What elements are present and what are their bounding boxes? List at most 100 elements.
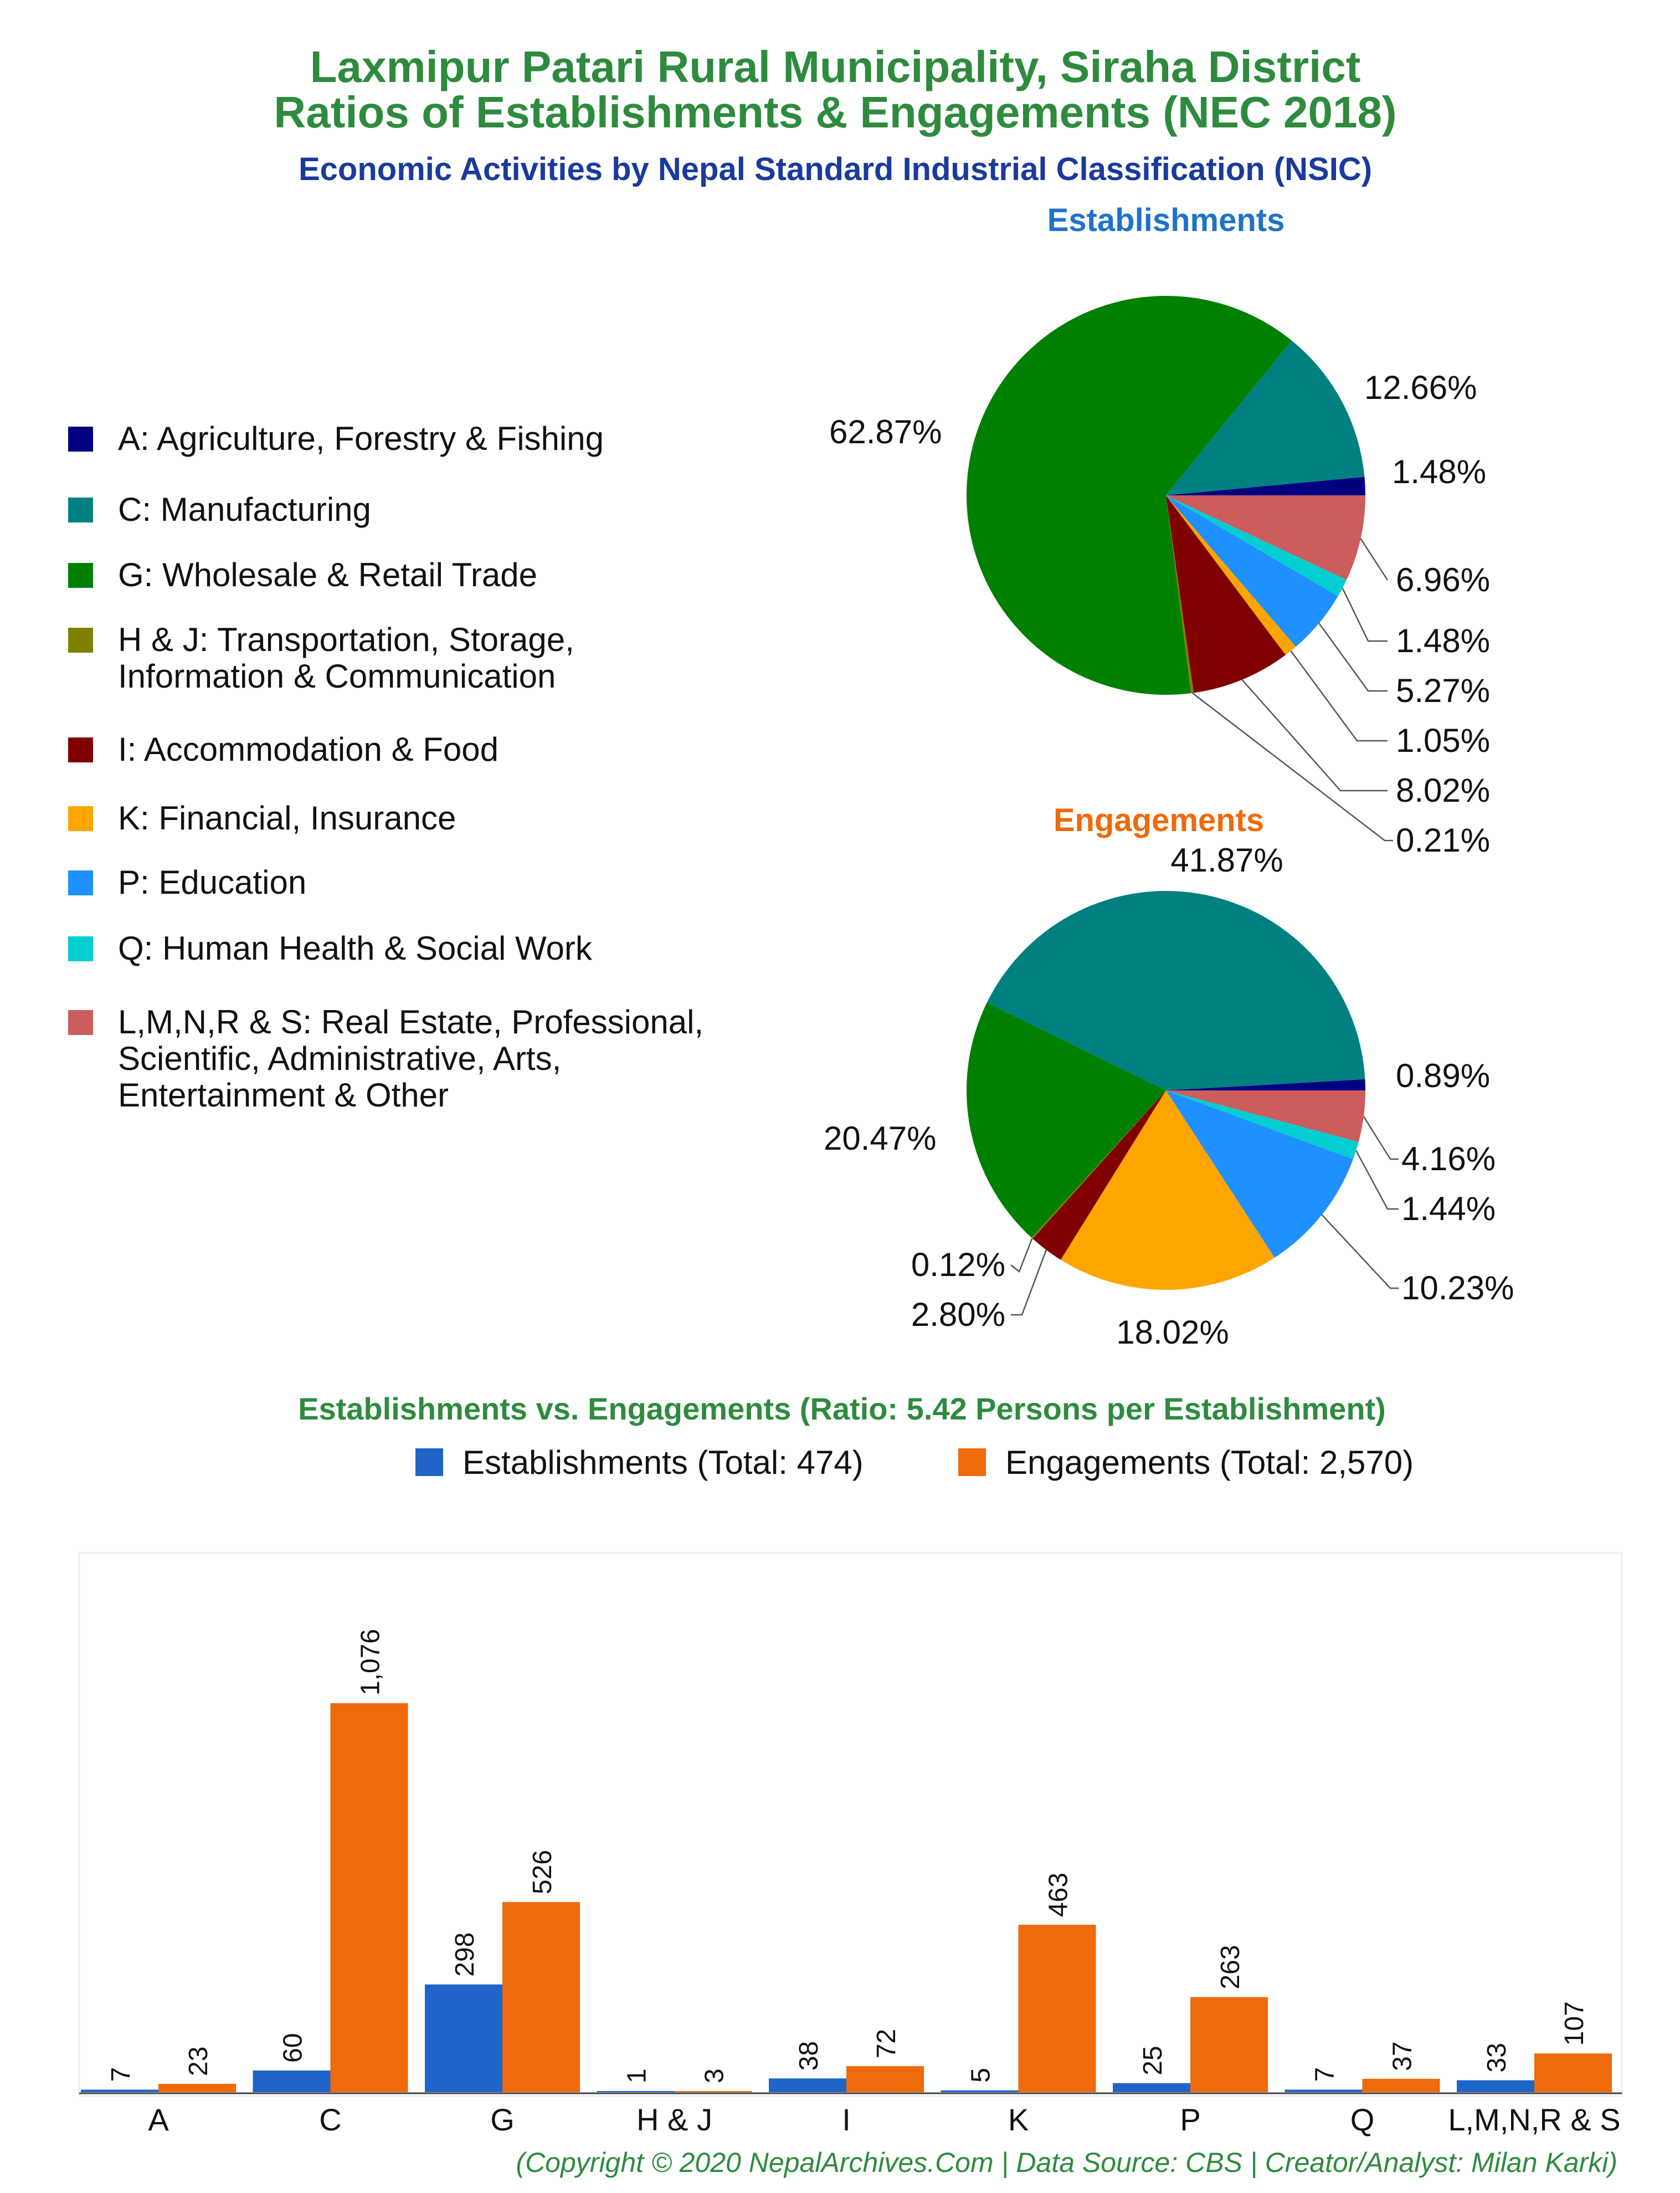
bar-establishments-3	[597, 2091, 675, 2092]
pie-establishments-label-lmnrs: 6.96%	[1396, 561, 1490, 598]
plot-area	[78, 1552, 1623, 2097]
pie-establishments: 1.48% 12.66% 62.87% 0.21% 8.02% 1.05% 5.27% 1.4…	[829, 295, 1490, 859]
bar-value-label-establishments-5: 5	[967, 2068, 996, 2083]
legend-swatch-c	[68, 498, 93, 522]
pie-engagements-slice-hj	[1031, 1090, 1166, 1239]
legend-label-lmnrs: L,M,N,R & S: Real Estate, Professional,	[118, 1003, 703, 1041]
pie-engagements-label-g: 20.47%	[824, 1120, 937, 1157]
subtitle: Economic Activities by Nepal Standard In…	[299, 151, 1372, 187]
pie-engagements-slice-q	[1166, 1090, 1359, 1160]
legend-label-lmnrs-2: Scientific, Administrative, Arts,	[118, 1040, 561, 1077]
bar-establishments-5	[941, 2090, 1019, 2092]
bar-value-label-establishments-3: 1	[623, 2068, 652, 2083]
pie-title-engagements: Engagements	[1054, 802, 1264, 838]
x-tick-label-3: H & J	[636, 2102, 712, 2137]
pie-engagements-leader-hj	[1010, 1238, 1033, 1273]
bar-value-label-engagements-4: 72	[872, 2029, 901, 2058]
pie-engagements-label-q: 1.44%	[1401, 1190, 1496, 1227]
bar-value-label-engagements-8: 107	[1560, 2001, 1589, 2046]
bar-value-label-engagements-1: 1,076	[356, 1629, 386, 1695]
bar-value-label-engagements-3: 3	[700, 2068, 729, 2083]
pie-establishments-label-g: 62.87%	[829, 413, 942, 450]
pie-establishments-label-hj: 0.21%	[1396, 822, 1490, 859]
pie-establishments-slice-g	[966, 295, 1292, 695]
bar-legend-swatch-establishments	[415, 1448, 443, 1476]
legend-label-hj-2: Information & Communication	[118, 658, 556, 695]
pie-establishments-slice-k	[1166, 495, 1296, 655]
bar-value-label-engagements-0: 23	[184, 2047, 213, 2076]
pie-engagements-label-lmnrs: 4.16%	[1401, 1140, 1496, 1177]
footer-credit: (Copyright © 2020 NepalArchives.Com | Da…	[516, 2147, 1617, 2179]
legend-swatch-a	[68, 427, 93, 452]
pie-establishments-slice-q	[1166, 495, 1347, 597]
pie-engagements-leader-lmnrs	[1363, 1116, 1399, 1160]
legend-label-lmnrs-3: Entertainment & Other	[118, 1077, 449, 1114]
bar-establishments-1	[253, 2070, 331, 2092]
bar-value-label-establishments-1: 60	[279, 2033, 308, 2062]
bar-value-label-engagements-5: 463	[1044, 1873, 1073, 1917]
bar-value-label-establishments-4: 38	[794, 2041, 824, 2071]
pie-establishments-leader-k	[1290, 650, 1388, 742]
pie-title-establishments: Establishments	[1047, 202, 1285, 238]
x-tick-label-1: C	[319, 2102, 341, 2137]
pie-engagements-leader-q	[1355, 1150, 1399, 1210]
pie-engagements-slice-c	[987, 891, 1365, 1090]
x-tick-label-7: Q	[1350, 2102, 1375, 2137]
bar-engagements-8	[1534, 2053, 1612, 2092]
bar-value-label-engagements-7: 37	[1388, 2041, 1417, 2071]
bar-chart: 7 23 A 60 1,076 C 298 526 G 1 3 H & J 38 72 I 5 463 K 25 26…	[79, 1629, 1622, 2137]
pie-establishments-leader-p	[1318, 623, 1388, 692]
bar-engagements-3	[674, 2091, 752, 2092]
legend-label-p: P: Education	[118, 864, 306, 901]
bar-value-label-engagements-6: 263	[1216, 1945, 1245, 1989]
bar-establishments-8	[1457, 2080, 1534, 2092]
pie-engagements-label-a: 0.89%	[1396, 1057, 1490, 1094]
x-tick-label-5: K	[1008, 2102, 1029, 2137]
bar-establishments-2	[425, 1984, 502, 2092]
bar-establishments-7	[1285, 2089, 1363, 2092]
pie-establishments-label-c: 12.66%	[1364, 369, 1477, 406]
legend-label-a: A: Agriculture, Forestry & Fishing	[118, 420, 604, 457]
legend-swatch-i	[68, 737, 93, 762]
x-tick-label-4: I	[842, 2102, 851, 2137]
pie-establishments-label-i: 8.02%	[1396, 772, 1490, 809]
bar-legend: Establishments (Total: 474) Engagements (…	[415, 1444, 1414, 1481]
pie-engagements-slice-lmnrs	[1166, 1090, 1365, 1142]
bar-engagements-1	[330, 1703, 408, 2092]
pie-engagements-slice-g	[966, 1002, 1166, 1238]
bar-engagements-2	[502, 1902, 580, 2092]
bar-engagements-5	[1018, 1924, 1096, 2092]
pie-establishments-slice-p	[1166, 495, 1338, 647]
x-tick-label-0: A	[148, 2102, 169, 2137]
pie-establishments-label-k: 1.05%	[1396, 722, 1490, 759]
pie-establishments-slice-c	[1166, 340, 1365, 495]
legend-label-hj: H & J: Transportation, Storage,	[118, 621, 574, 658]
bar-value-label-establishments-0: 7	[106, 2067, 136, 2082]
pie-engagements-slice-k	[1061, 1090, 1275, 1290]
pie-engagements-leader-i	[1011, 1249, 1047, 1316]
legend-label-k: K: Financial, Insurance	[118, 800, 456, 837]
bar-value-label-establishments-6: 25	[1138, 2046, 1168, 2075]
bar-establishments-6	[1113, 2083, 1190, 2092]
legend-swatch-g	[68, 563, 93, 588]
legend-label-i: I: Accommodation & Food	[118, 731, 499, 768]
legend-swatch-lmnrs	[68, 1010, 93, 1035]
legend-label-c: C: Manufacturing	[118, 491, 371, 528]
pie-establishments-leader-lmnrs	[1360, 538, 1389, 581]
x-tick-label-6: P	[1180, 2102, 1200, 2137]
pie-establishments-label-p: 5.27%	[1396, 672, 1490, 709]
bar-value-label-engagements-2: 526	[528, 1850, 557, 1894]
pie-establishments-leader-q	[1342, 587, 1388, 642]
pie-establishments-leader-hj	[1191, 692, 1393, 842]
x-tick-label-8: L,M,N,R & S	[1448, 2102, 1620, 2137]
pie-establishments-slice-a	[1166, 476, 1365, 495]
bar-engagements-0	[158, 2083, 236, 2092]
bar-engagements-7	[1362, 2078, 1440, 2092]
bar-legend-label-engagements: Engagements (Total: 2,570)	[1005, 1444, 1414, 1481]
pie-engagements-label-p: 10.23%	[1401, 1269, 1514, 1306]
legend-swatch-p	[68, 870, 93, 895]
bar-engagements-4	[846, 2066, 924, 2092]
pie-engagements-slice-i	[1032, 1090, 1166, 1260]
pie-establishments-label-q: 1.48%	[1396, 622, 1490, 659]
